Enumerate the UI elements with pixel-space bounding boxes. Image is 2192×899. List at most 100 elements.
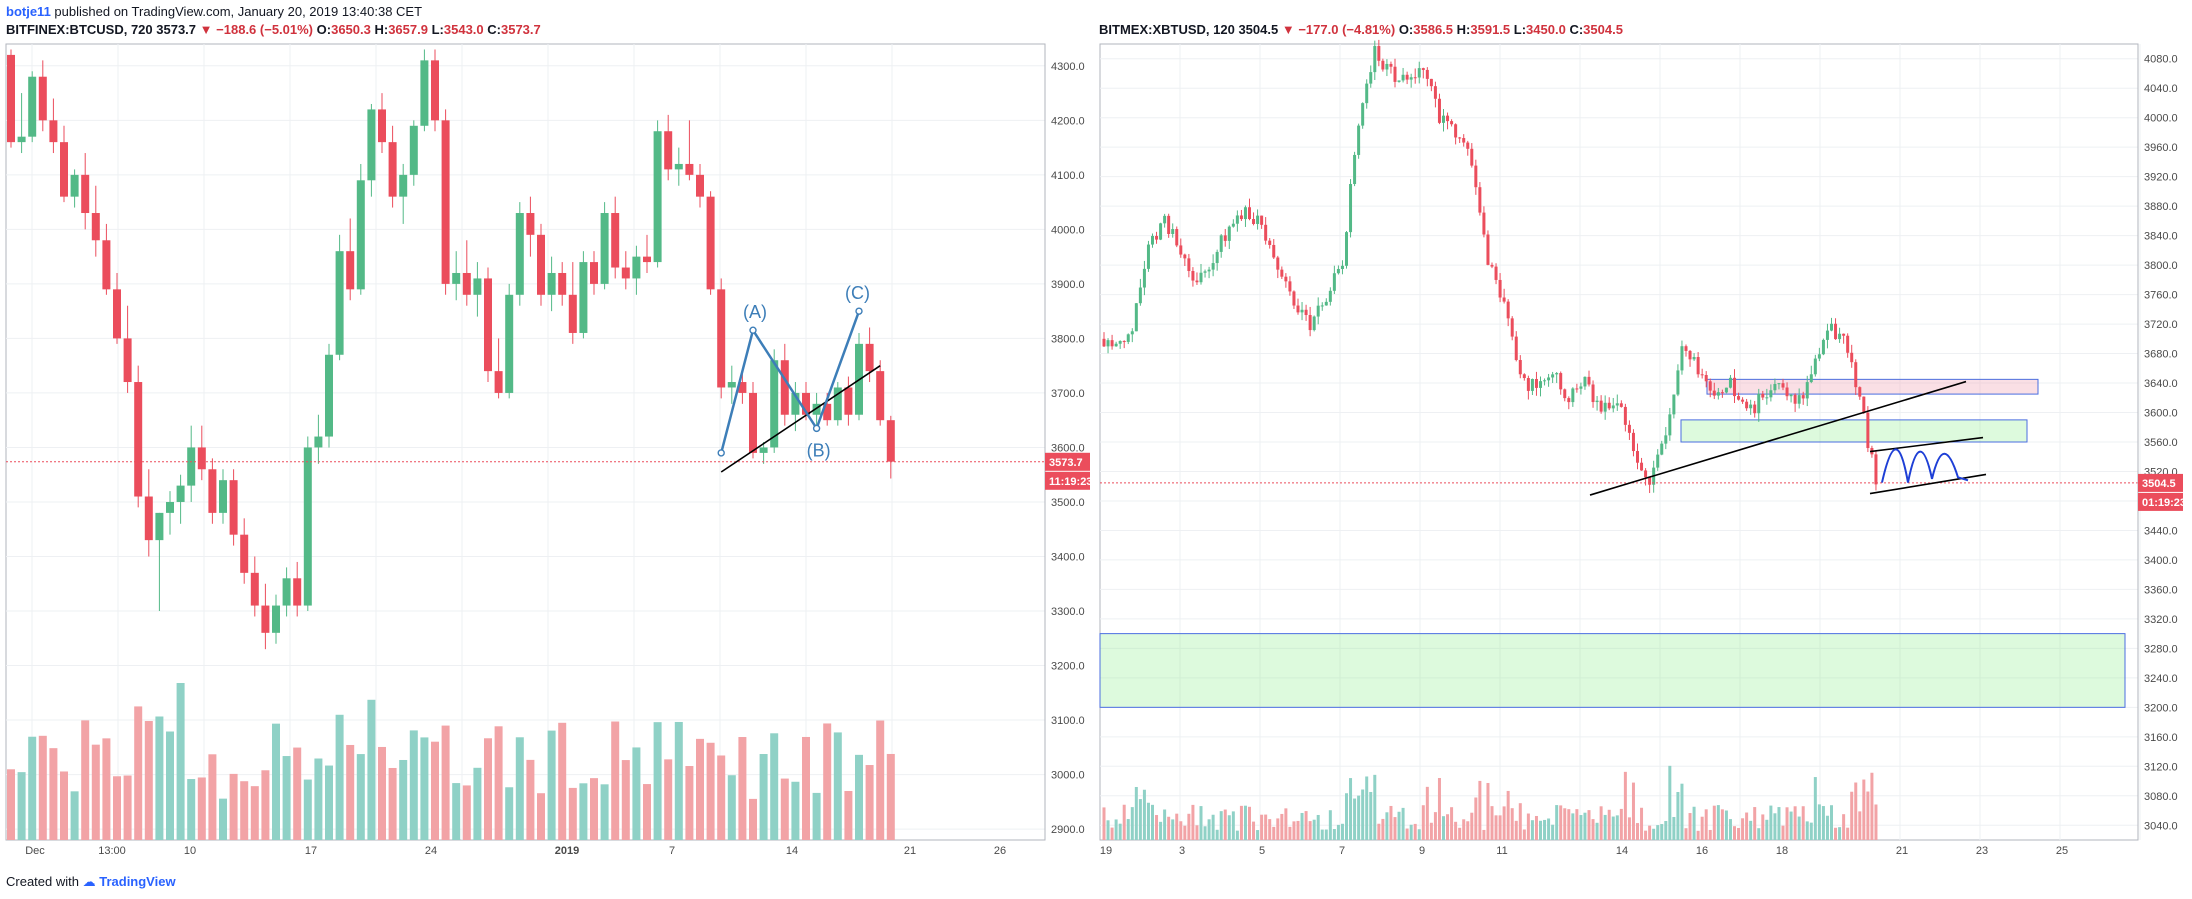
high-label: H: <box>374 22 389 37</box>
left-volume-bar <box>823 723 832 840</box>
left-candle-body <box>473 278 482 295</box>
left-candle-body <box>664 131 673 170</box>
right-volume-bar <box>1252 821 1256 840</box>
left-candle-body <box>823 403 832 421</box>
right-x-tick-label: 5 <box>1259 845 1265 857</box>
right-candle-body <box>1809 374 1813 383</box>
right-x-tick-label: 25 <box>2056 845 2068 857</box>
right-candle-body <box>1349 184 1353 233</box>
right-volume-bar <box>1854 782 1858 840</box>
right-candle-body <box>1821 339 1825 355</box>
left-volume-bar <box>844 790 853 840</box>
right-volume-bar <box>1409 824 1413 840</box>
left-y-tick-label: 3900.0 <box>1051 279 1085 291</box>
left-candle-body <box>272 605 280 633</box>
left-candle-body <box>759 447 768 453</box>
left-candle-body <box>547 272 556 295</box>
left-wave-point <box>717 449 725 457</box>
right-volume-bar <box>1615 815 1619 840</box>
last-left: 3573.7 <box>156 22 197 37</box>
left-x-tick-label: 17 <box>305 845 317 857</box>
left-volume-bar <box>250 786 259 840</box>
author-link[interactable]: botje11 <box>6 4 51 19</box>
right-candle-body <box>1547 377 1551 381</box>
left-candle-body <box>176 485 185 502</box>
left-volume-bar <box>346 744 355 840</box>
right-candle-body <box>1203 271 1207 273</box>
left-x-tick-label: 2019 <box>555 845 579 857</box>
right-volume-bar <box>1793 806 1797 840</box>
right-volume-bar <box>1102 807 1106 840</box>
right-candle-body <box>1138 287 1142 304</box>
right-volume-bar <box>1239 805 1243 840</box>
left-volume-bar <box>17 772 26 840</box>
right-y-tick-label: 3120.0 <box>2144 761 2178 773</box>
left-volume-bar <box>717 755 726 840</box>
left-volume-bar <box>749 798 757 840</box>
right-candle-body <box>1502 297 1506 302</box>
left-candle-body <box>727 382 736 388</box>
close-label: C: <box>1569 22 1584 37</box>
right-volume-bar <box>1850 791 1854 840</box>
right-candle-body <box>1385 63 1389 70</box>
right-candle-body <box>1130 331 1134 335</box>
left-candle-body <box>102 240 111 290</box>
low-label: L: <box>1513 22 1527 37</box>
right-candle-body <box>1733 377 1736 397</box>
left-candle-body <box>356 180 365 290</box>
left-candle-body <box>420 60 429 126</box>
left-volume-bar <box>780 778 789 840</box>
left-volume-bar <box>558 722 567 840</box>
right-volume-bar <box>1276 818 1280 840</box>
right-volume-bar <box>1231 811 1235 840</box>
right-candle-body <box>1716 392 1720 396</box>
right-time-tag-text: 01:19:23 <box>2142 497 2186 509</box>
close-right: 3504.5 <box>1583 22 1623 37</box>
right-candle-body <box>1126 334 1130 342</box>
right-volume-bar <box>1223 809 1227 840</box>
symbol-left[interactable]: BITFINEX:BTCUSD, 720 <box>6 22 153 37</box>
right-volume-bar <box>1417 829 1421 840</box>
left-volume-bar <box>600 784 609 840</box>
tradingview-link[interactable]: TradingView <box>99 874 176 889</box>
right-volume-bar <box>1118 823 1122 840</box>
footer: Created with ☁ TradingView <box>6 874 176 890</box>
left-volume-bar <box>643 784 651 840</box>
high-label: H: <box>1456 22 1471 37</box>
left-volume-bar <box>579 783 588 840</box>
right-y-tick-label: 3080.0 <box>2144 791 2178 803</box>
right-volume-bar <box>1757 828 1761 840</box>
left-candle-body <box>197 447 206 470</box>
left-candle-body <box>208 469 217 513</box>
right-candle-body <box>1215 251 1219 264</box>
right-y-tick-label: 4000.0 <box>2144 113 2178 125</box>
left-candle-body <box>113 289 121 339</box>
right-volume-bar <box>1781 825 1785 840</box>
left-candle-body <box>303 447 312 606</box>
right-zone <box>1706 378 2039 395</box>
left-y-tick-label: 4300.0 <box>1051 61 1085 73</box>
right-volume-bar <box>1308 821 1312 840</box>
left-candle-body <box>240 534 249 573</box>
right-candle-body <box>1332 273 1336 291</box>
left-volume-bar <box>70 791 79 840</box>
right-candle-body <box>1248 207 1251 220</box>
left-candle-body <box>229 480 238 535</box>
right-volume-bar <box>1821 806 1825 840</box>
right-volume-bar <box>1260 814 1264 840</box>
right-candle-body <box>1607 402 1611 409</box>
right-candle-body <box>1482 212 1486 235</box>
right-volume-bar <box>1159 821 1163 840</box>
legend-right: BITMEX:XBTUSD, 120 3504.5 ▼ −177.0 (−4.8… <box>1099 22 1623 37</box>
right-candle-body <box>1187 258 1191 272</box>
left-volume-bar <box>176 682 185 840</box>
left-candle-body <box>399 174 408 197</box>
left-volume-bar <box>685 766 694 840</box>
left-volume-bar <box>378 746 386 840</box>
right-time-tag <box>2138 492 2183 511</box>
symbol-right[interactable]: BITMEX:XBTUSD, 120 <box>1099 22 1235 37</box>
left-candle-body <box>685 163 694 175</box>
right-volume-bar <box>1478 780 1482 840</box>
right-y-tick-label: 3560.0 <box>2144 437 2178 449</box>
